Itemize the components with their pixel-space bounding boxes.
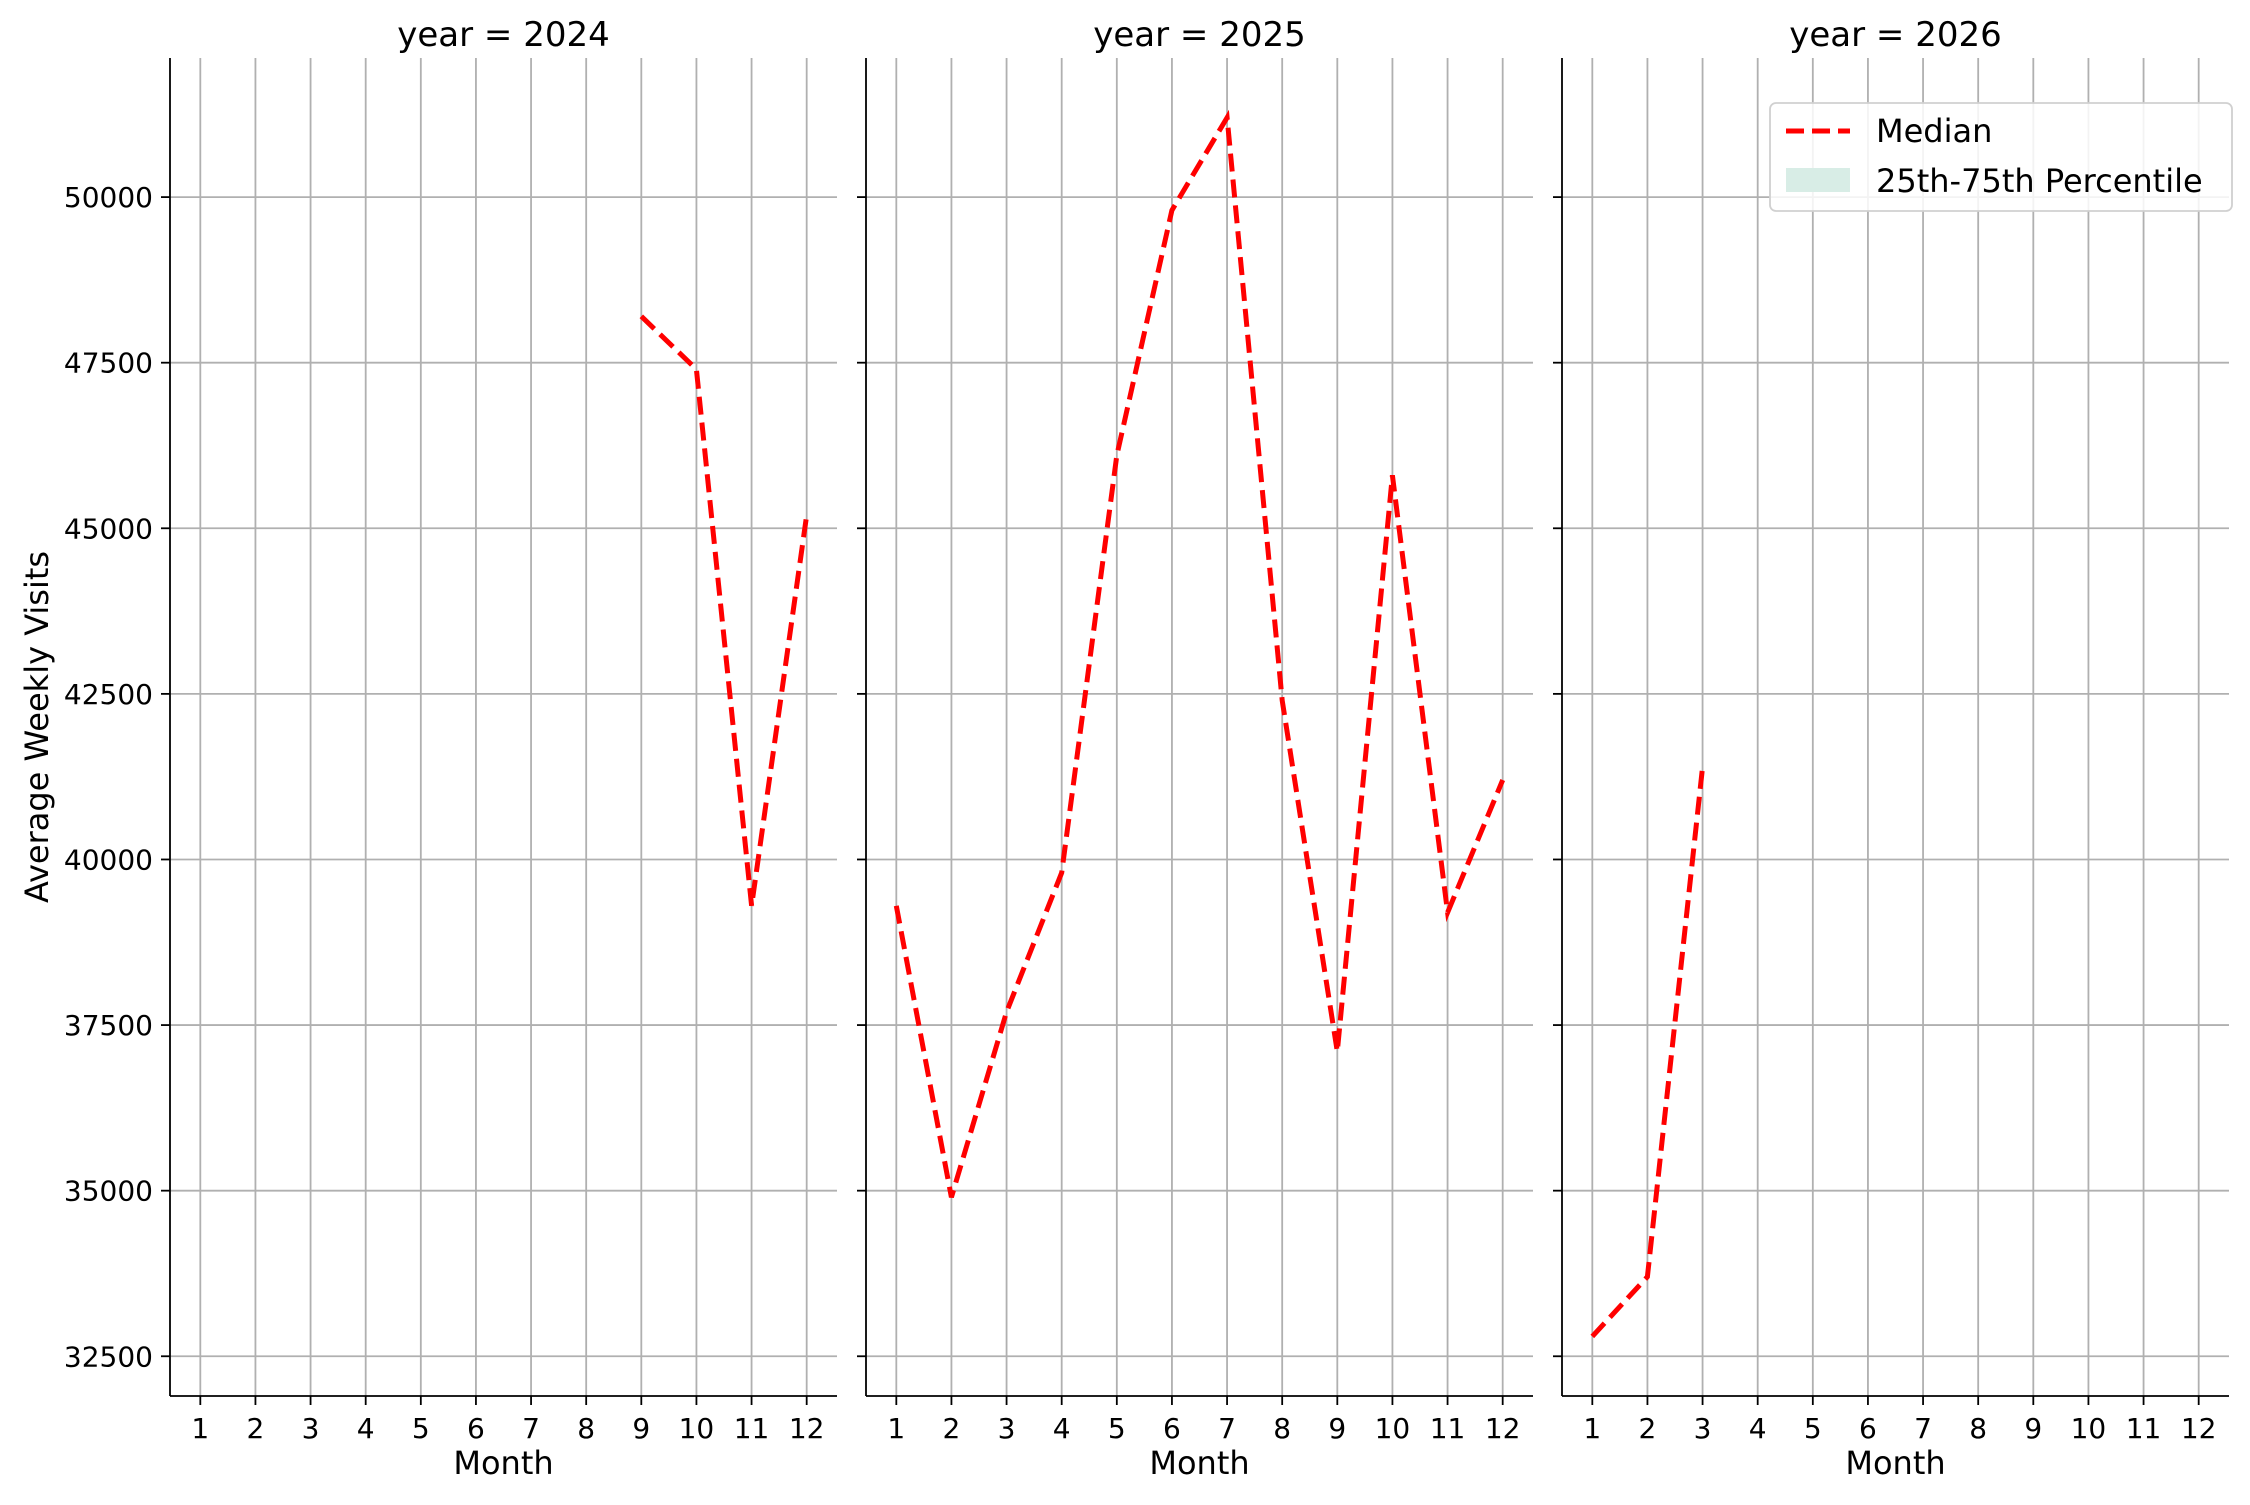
x-tick-label: 10 — [679, 1412, 715, 1445]
x-tick-label: 8 — [577, 1412, 595, 1445]
x-tick-label: 3 — [1694, 1412, 1712, 1445]
y-tick-label: 42500 — [64, 678, 153, 711]
x-axis-label: Month — [453, 1444, 553, 1482]
x-tick-label: 3 — [998, 1412, 1016, 1445]
x-tick-label: 8 — [1969, 1412, 1987, 1445]
x-tick-label: 12 — [2181, 1412, 2217, 1445]
x-tick-label: 6 — [467, 1412, 485, 1445]
legend: Median 25th-75th Percentile — [1770, 103, 2232, 211]
x-tick-label: 6 — [1859, 1412, 1877, 1445]
x-tick-label: 1 — [191, 1412, 209, 1445]
legend-percentile-label: 25th-75th Percentile — [1876, 162, 2203, 200]
median-series-line — [641, 316, 806, 906]
panel-title: year = 2024 — [397, 15, 609, 55]
x-tick-label: 4 — [1749, 1412, 1767, 1445]
x-tick-label: 2 — [943, 1412, 961, 1445]
x-tick-label: 5 — [1804, 1412, 1822, 1445]
legend-median-label: Median — [1876, 112, 1992, 150]
y-tick-label: 37500 — [64, 1009, 153, 1042]
y-axis-label: Average Weekly Visits — [18, 551, 56, 903]
x-axis-label: Month — [1845, 1444, 1945, 1482]
x-tick-label: 12 — [1485, 1412, 1521, 1445]
y-tick-label: 40000 — [64, 843, 153, 876]
x-tick-label: 9 — [2024, 1412, 2042, 1445]
panel-title: year = 2025 — [1093, 15, 1305, 55]
panel-title: year = 2026 — [1789, 15, 2001, 55]
y-tick-label: 35000 — [64, 1175, 153, 1208]
x-tick-label: 9 — [1328, 1412, 1346, 1445]
y-tick-label: 50000 — [64, 181, 153, 214]
x-tick-label: 8 — [1273, 1412, 1291, 1445]
x-tick-label: 2 — [247, 1412, 265, 1445]
x-tick-label: 12 — [789, 1412, 825, 1445]
x-tick-label: 7 — [522, 1412, 540, 1445]
y-tick-label: 32500 — [64, 1340, 153, 1373]
x-tick-label: 7 — [1914, 1412, 1932, 1445]
x-tick-label: 7 — [1218, 1412, 1236, 1445]
x-tick-label: 1 — [887, 1412, 905, 1445]
x-tick-label: 4 — [357, 1412, 375, 1445]
x-tick-label: 11 — [1430, 1412, 1466, 1445]
y-tick-label: 47500 — [64, 347, 153, 380]
legend-percentile-swatch — [1786, 168, 1850, 192]
x-tick-label: 9 — [632, 1412, 650, 1445]
x-tick-label: 4 — [1053, 1412, 1071, 1445]
x-tick-label: 1 — [1583, 1412, 1601, 1445]
x-tick-label: 5 — [1108, 1412, 1126, 1445]
x-tick-label: 10 — [2071, 1412, 2107, 1445]
x-tick-label: 11 — [2126, 1412, 2162, 1445]
x-axis-label: Month — [1149, 1444, 1249, 1482]
x-tick-label: 5 — [412, 1412, 430, 1445]
x-tick-label: 11 — [734, 1412, 770, 1445]
x-tick-label: 6 — [1163, 1412, 1181, 1445]
median-series-line — [896, 118, 1502, 1198]
x-tick-label: 2 — [1639, 1412, 1657, 1445]
x-tick-label: 10 — [1375, 1412, 1411, 1445]
x-tick-label: 3 — [302, 1412, 320, 1445]
y-tick-label: 45000 — [64, 512, 153, 545]
